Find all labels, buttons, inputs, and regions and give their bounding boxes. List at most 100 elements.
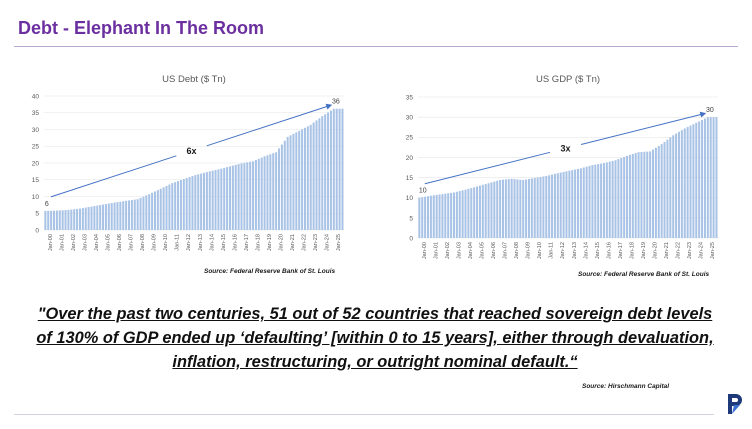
gdp-bar	[525, 179, 528, 238]
debt-y-tick-label: 30	[32, 127, 40, 134]
us-debt-chart: US Debt ($ Tn) 0 5 10 15 20 25 30 35 40 Jan-00 Jan-…	[32, 74, 344, 251]
gdp-bar	[608, 161, 611, 238]
debt-y-tick-label: 0	[35, 227, 39, 234]
debt-bar	[226, 167, 229, 230]
debt-bar	[90, 206, 93, 230]
quote-source: Source: Hirschmann Capital	[582, 383, 670, 390]
gdp-bar	[617, 159, 620, 238]
gdp-bar	[666, 139, 669, 238]
gdp-bar	[698, 121, 701, 238]
gdp-y-tick-label: 25	[406, 135, 414, 142]
debt-bar	[223, 167, 226, 230]
gdp-bar	[556, 173, 559, 238]
us-gdp-chart: US GDP ($ Tn) 0 5 10 15 20 25 30 35 Jan-00 Jan-01 J…	[406, 74, 718, 259]
page-title: Debt - Elephant In The Room	[18, 18, 264, 38]
gdp-bar	[701, 119, 704, 238]
gdp-y-tick-label: 30	[406, 115, 414, 122]
gdp-bar	[577, 168, 580, 238]
gdp-bar	[559, 172, 562, 238]
gdp-y-tick-label: 0	[409, 235, 413, 242]
debt-bar	[252, 161, 255, 230]
gdp-bar	[686, 127, 689, 238]
debt-x-tick-label: Jan-02	[71, 234, 77, 251]
gdp-x-tick-label: Jan-19	[641, 242, 647, 259]
debt-bar	[289, 135, 292, 230]
debt-chart-source: Source: Federal Reserve Bank of St. Loui…	[204, 268, 336, 275]
debt-bar	[303, 127, 306, 230]
debt-bar	[53, 210, 56, 230]
gdp-bar	[654, 147, 657, 238]
gdp-bar	[542, 176, 545, 238]
gdp-y-tick-label: 35	[406, 94, 414, 101]
gdp-bar	[646, 151, 649, 238]
gdp-x-tick-label: Jan-13	[572, 242, 578, 259]
debt-bar	[318, 118, 321, 230]
debt-bar	[246, 162, 249, 230]
debt-bar	[197, 174, 200, 230]
debt-bar	[191, 176, 194, 230]
gdp-x-tick-label: Jan-05	[479, 242, 485, 259]
gdp-bar	[496, 180, 499, 238]
debt-bar	[136, 199, 139, 230]
debt-trend-arrow	[206, 105, 329, 147]
debt-bar	[50, 210, 53, 230]
gdp-x-tick-label: Jan-10	[537, 242, 543, 259]
debt-bar	[162, 187, 165, 230]
gdp-bar	[660, 144, 663, 238]
debt-bar	[272, 153, 275, 230]
gdp-bar	[516, 179, 519, 238]
gdp-bar	[424, 196, 427, 238]
gdp-bar	[689, 125, 692, 238]
debt-bar	[220, 168, 223, 230]
gdp-bar	[444, 193, 447, 238]
debt-bar	[130, 200, 133, 230]
debt-x-tick-label: Jan-24	[325, 234, 331, 251]
debt-bar	[93, 206, 96, 230]
gdp-bar	[677, 131, 680, 238]
gdp-bar	[467, 188, 470, 238]
gdp-trend-arrow	[580, 113, 703, 146]
gdp-multiple-label: 3x	[561, 143, 571, 153]
gdp-bar	[533, 177, 536, 238]
gdp-bar	[536, 177, 539, 238]
gdp-bar	[490, 182, 493, 238]
gdp-bar	[562, 171, 565, 238]
gdp-x-tick-label: Jan-09	[526, 242, 532, 259]
debt-bar	[275, 152, 278, 230]
debt-bar	[171, 183, 174, 230]
gdp-bar	[571, 170, 574, 238]
gdp-bar	[628, 154, 631, 238]
gdp-bar	[637, 152, 640, 238]
debt-multiple-label: 6x	[187, 146, 197, 156]
debt-bar	[139, 197, 142, 230]
debt-bar	[266, 155, 269, 230]
gdp-chart-title: US GDP ($ Tn)	[536, 74, 600, 85]
gdp-bar	[461, 190, 464, 238]
gdp-bar	[652, 149, 655, 238]
debt-bar	[99, 205, 102, 230]
gdp-y-tick-label: 15	[406, 175, 414, 182]
gdp-bar	[470, 188, 473, 238]
gdp-bar	[476, 186, 479, 238]
debt-x-tick-label: Jan-23	[313, 234, 319, 251]
debt-bar	[55, 210, 58, 230]
debt-bar	[148, 194, 151, 230]
debt-bar	[240, 163, 243, 230]
debt-bar	[263, 156, 266, 230]
debt-bar	[153, 191, 156, 230]
gdp-bar	[672, 135, 675, 238]
debt-bar	[185, 178, 188, 230]
gdp-bar	[565, 171, 568, 238]
gdp-x-tick-label: Jan-04	[468, 242, 474, 259]
gdp-x-tick-label: Jan-00	[422, 242, 428, 259]
debt-bar	[228, 166, 231, 230]
gdp-bar	[657, 145, 660, 238]
debt-bar	[254, 160, 257, 230]
gdp-bar	[452, 192, 455, 238]
gdp-y-tick-label: 5	[409, 215, 413, 222]
gdp-bar	[545, 175, 548, 238]
gdp-bar	[611, 160, 614, 238]
gdp-bar	[551, 174, 554, 238]
debt-bar	[128, 200, 131, 230]
gdp-bar	[605, 162, 608, 238]
